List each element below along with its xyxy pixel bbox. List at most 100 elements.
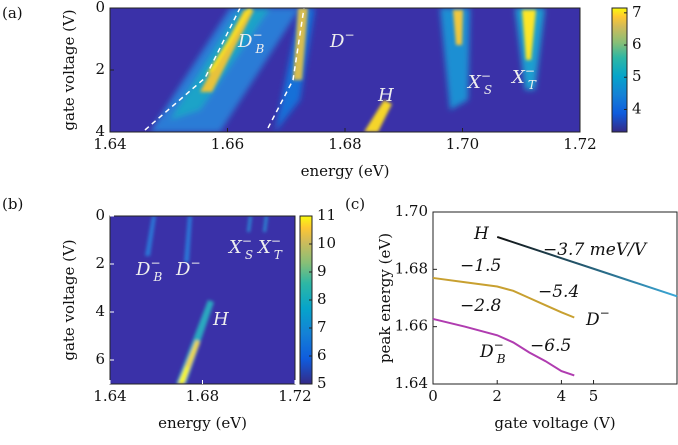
annotation-sub: S [245, 248, 253, 262]
annotation: D− [329, 28, 355, 53]
y-tick-label: 1.66 [395, 317, 428, 335]
annotation-sup: − [344, 28, 354, 42]
spectral-feature [178, 366, 189, 384]
x-axis-label: gate voltage (V) [494, 414, 615, 432]
panel-label: (b) [2, 195, 23, 213]
annotation-text: −2.8 [460, 296, 501, 316]
x-tick-label: 0 [428, 387, 438, 405]
annotation: D− B [479, 338, 506, 366]
plot-frame [432, 211, 678, 385]
annotation-text: X [466, 72, 482, 93]
annotation-sup: − [525, 64, 535, 78]
colorbar-tick-label: 7 [632, 3, 642, 21]
colorbar-tick-label: 10 [317, 234, 336, 252]
spectral-feature [176, 300, 214, 384]
heatmap-blur [145, 216, 268, 384]
annotation-sub: T [274, 248, 283, 262]
spectral-feature [440, 8, 470, 110]
spectral-feature [453, 10, 463, 45]
y-tick-label: 2 [95, 60, 105, 78]
colorbar-tick-label: 5 [317, 374, 327, 392]
annotation: X− T [510, 64, 537, 92]
series-line [432, 317, 575, 377]
annotation-sub: B [153, 270, 163, 284]
annotation-text: D [329, 31, 345, 52]
guide-line [267, 8, 305, 129]
annotation-text: D [175, 259, 191, 280]
spectral-feature [364, 100, 392, 132]
y-tick-label: 1.70 [395, 202, 428, 220]
spectral-feature [247, 216, 252, 232]
colorbar-tick-label: 11 [317, 206, 336, 224]
annotation: H [212, 309, 229, 330]
colorbar-tick-label: 7 [317, 318, 327, 336]
spectral-feature [145, 216, 156, 256]
x-tick-label: 1.66 [211, 135, 244, 153]
annotation: D− [585, 306, 610, 330]
panel-label: (c) [345, 195, 365, 213]
colorbar [611, 7, 628, 133]
x-tick-label: 1.72 [278, 387, 311, 405]
annotation-text: D [585, 310, 600, 330]
spectral-feature [184, 216, 192, 262]
annotation-text: D [237, 31, 253, 52]
annotation: −3.7 meV/V [543, 240, 648, 260]
annotation-sup: − [600, 306, 610, 320]
x-tick-label: 4 [557, 387, 567, 405]
x-tick-label: 2 [492, 387, 502, 405]
colorbar-tick-label: 6 [632, 35, 642, 53]
spectral-feature [200, 10, 254, 92]
annotation-text: −5.4 [538, 282, 579, 302]
annotation: X− S [227, 234, 253, 262]
series-line [432, 276, 575, 319]
spectral-feature [206, 8, 252, 75]
heatmap [145, 216, 268, 384]
annotation: −1.5 [460, 256, 501, 276]
x-tick-label: 1.72 [563, 135, 596, 153]
annotation-sup: − [150, 256, 160, 270]
annotation-text: −6.5 [530, 336, 571, 356]
y-tick-label: 1.68 [395, 259, 428, 277]
y-axis-label: gate voltage (V) [60, 239, 78, 360]
colorbar-tick-label: 8 [317, 290, 327, 308]
annotation-sup: − [190, 256, 200, 270]
annotation-text: D [135, 259, 151, 280]
annotation: X− S [466, 69, 492, 97]
annotation-text: D [479, 342, 494, 362]
y-tick-label: 0 [95, 0, 105, 16]
annotation: X− T [256, 234, 283, 262]
y-tick-label: 6 [95, 350, 105, 368]
x-tick-label: 1.70 [446, 135, 479, 153]
y-tick-label: 4 [95, 122, 105, 140]
annotation: −6.5 [530, 336, 571, 356]
x-axis-label: energy (eV) [158, 414, 247, 432]
spectral-feature [293, 8, 308, 80]
annotation-sup: − [494, 338, 504, 352]
series-line [496, 235, 678, 298]
y-axis-label: gate voltage (V) [60, 9, 78, 130]
x-axis-label: energy (eV) [301, 162, 390, 180]
annotation-text: H [377, 85, 394, 106]
annotation-text: H [212, 309, 229, 330]
y-tick-label: 2 [95, 254, 105, 272]
y-axis-label: peak energy (eV) [376, 233, 394, 363]
panel-label: (a) [2, 4, 23, 22]
annotation: D− B [135, 256, 163, 284]
annotation-text: H [473, 224, 490, 244]
y-tick-label: 0 [95, 206, 105, 224]
x-tick-label: 5 [589, 387, 599, 405]
colorbar-tick-label: 9 [317, 262, 327, 280]
x-tick-label: 1.64 [93, 387, 126, 405]
x-tick-label: 1.68 [328, 135, 361, 153]
annotation-sup: − [481, 69, 491, 83]
annotation: −2.8 [460, 296, 501, 316]
annotation-sub: B [255, 42, 265, 56]
heatmap [144, 8, 545, 132]
annotation-sup: − [271, 234, 281, 248]
colorbar-tick-label: 6 [317, 346, 327, 364]
annotation-text: X [510, 67, 526, 88]
annotation-sup: − [242, 234, 252, 248]
annotation-sup: − [252, 28, 262, 42]
annotation-text: X [227, 237, 243, 258]
